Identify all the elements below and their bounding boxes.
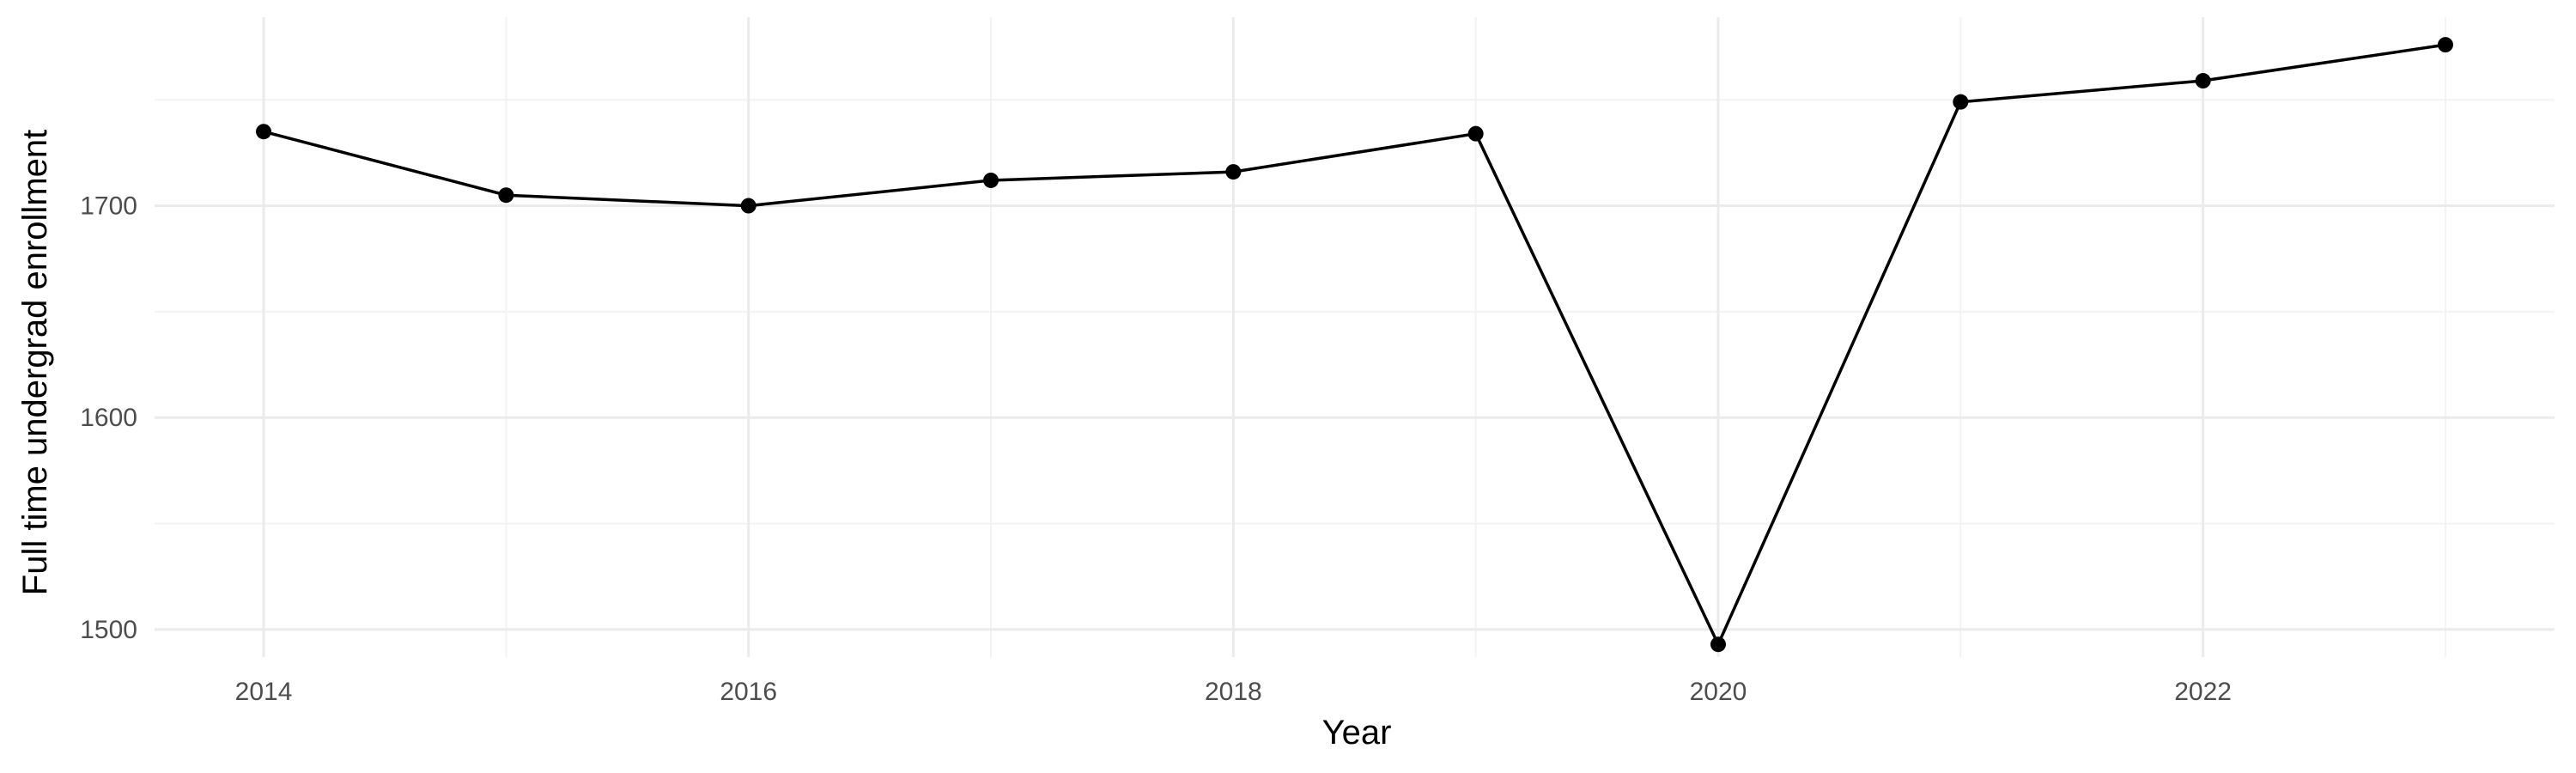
data-point bbox=[498, 187, 514, 204]
data-point bbox=[1225, 164, 1242, 180]
y-axis-title: Full time undergrad enrollment bbox=[16, 130, 54, 595]
x-tick-label: 2014 bbox=[235, 678, 293, 706]
x-tick-label: 2016 bbox=[720, 678, 777, 706]
x-axis-tick-labels: 2014 2016 2018 2020 2022 bbox=[235, 678, 2232, 706]
x-tick-label: 2020 bbox=[1690, 678, 1747, 706]
data-point bbox=[256, 124, 272, 140]
minor-gridlines bbox=[155, 17, 2555, 657]
data-point bbox=[1953, 94, 1969, 110]
y-tick-label: 1500 bbox=[80, 616, 137, 644]
data-point bbox=[1467, 125, 1484, 142]
y-axis-tick-labels: 1500 1600 1700 bbox=[80, 192, 137, 644]
data-points bbox=[256, 37, 2453, 653]
x-tick-label: 2022 bbox=[2174, 678, 2232, 706]
y-tick-label: 1600 bbox=[80, 404, 137, 432]
data-point bbox=[983, 172, 999, 188]
x-tick-label: 2018 bbox=[1205, 678, 1262, 706]
data-point bbox=[740, 198, 756, 214]
data-point bbox=[2195, 73, 2211, 89]
data-point bbox=[2437, 37, 2453, 53]
series-line bbox=[263, 43, 2446, 648]
major-gridlines bbox=[155, 17, 2555, 657]
x-axis-title: Year bbox=[1322, 714, 1392, 752]
y-tick-label: 1700 bbox=[80, 192, 137, 221]
data-point bbox=[1710, 636, 1726, 653]
series-line-layer bbox=[263, 43, 2446, 648]
